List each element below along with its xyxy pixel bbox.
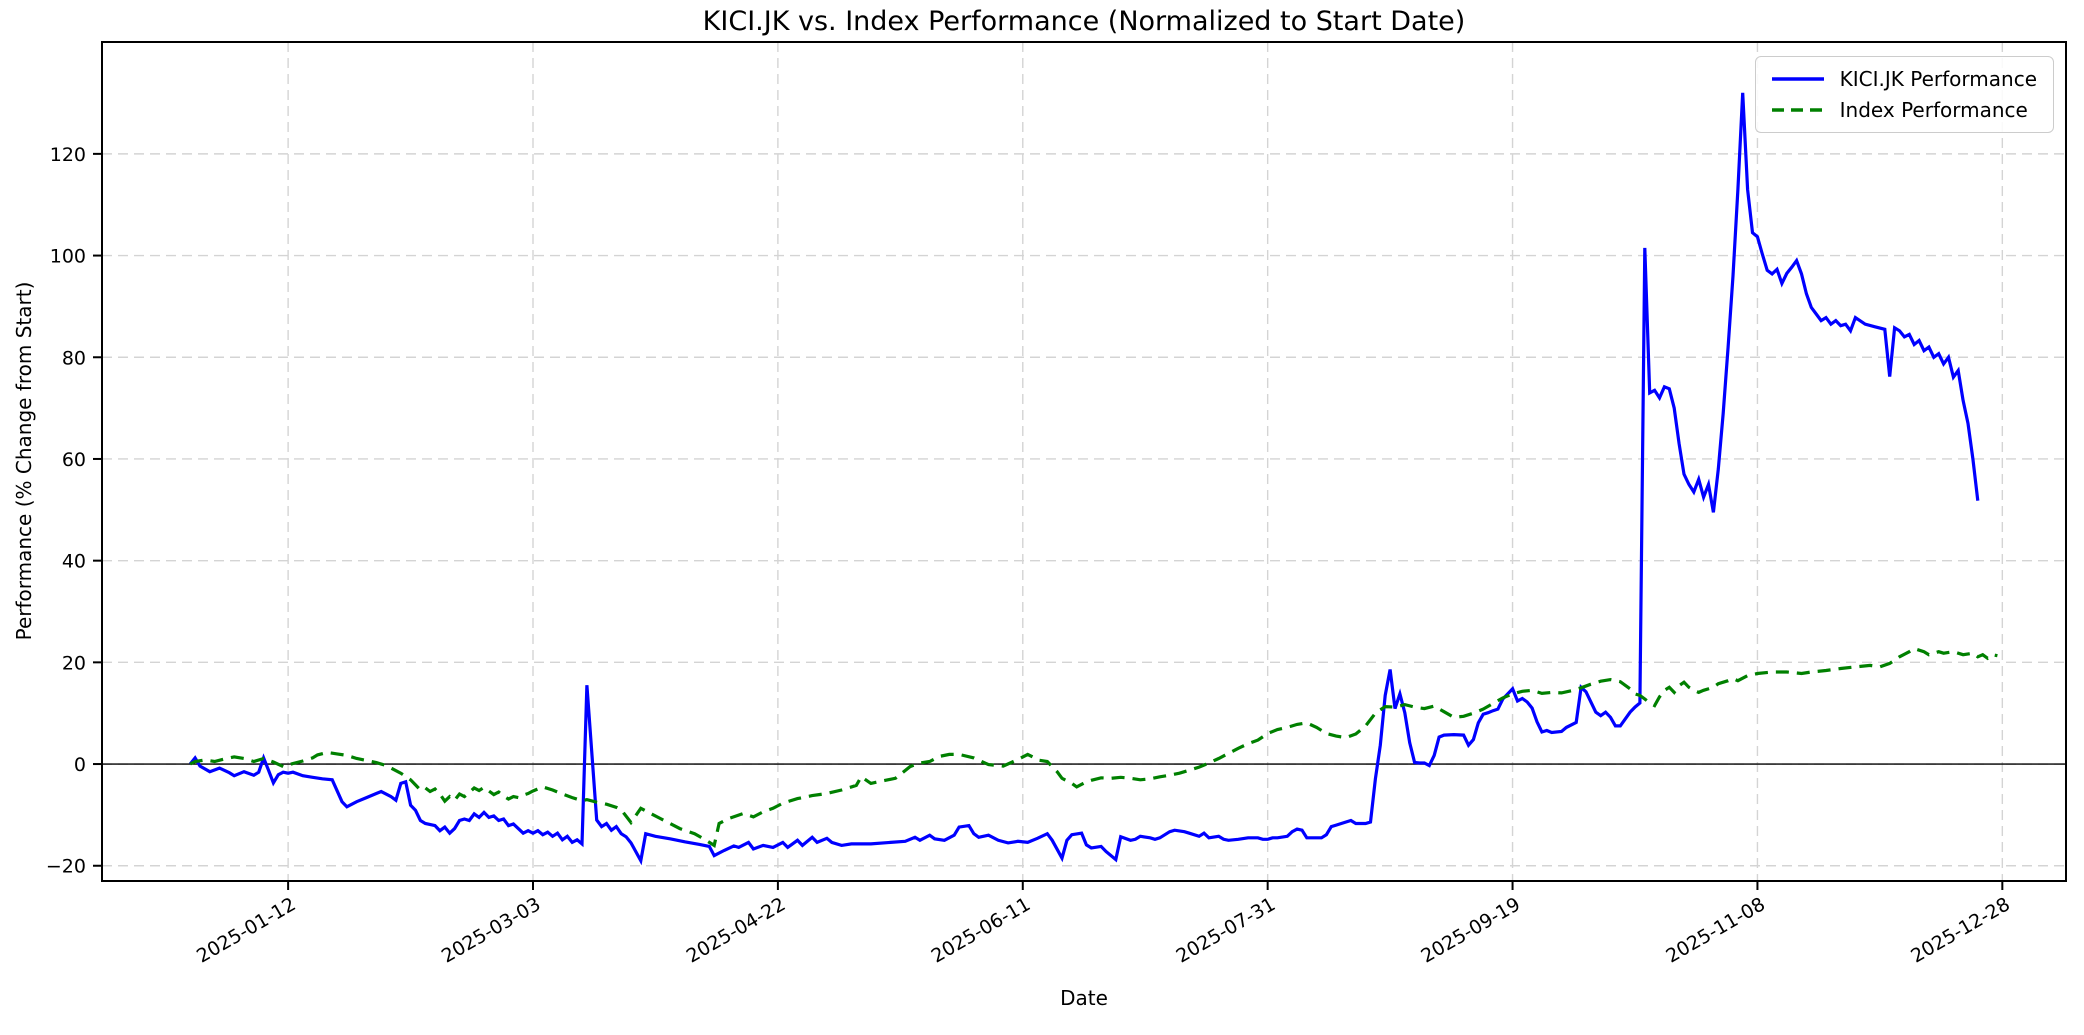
y-tick-label: −20 (46, 856, 86, 878)
legend-line-dashed-icon (1771, 108, 1824, 112)
y-tick-label: 80 (62, 347, 86, 369)
x-tick-label: 2025-01-12 (193, 893, 300, 967)
x-tick-label: 2025-06-11 (928, 893, 1035, 967)
legend-item-index: Index Performance (1770, 99, 2037, 121)
x-tick-label: 2025-09-19 (1417, 893, 1524, 967)
y-tick-label: 40 (62, 551, 86, 573)
legend-label-kici: KICI.JK Performance (1839, 67, 2037, 91)
legend-item-kici: KICI.JK Performance (1770, 68, 2037, 90)
x-tick-label: 2025-11-08 (1662, 893, 1769, 967)
y-tick-label: 100 (50, 246, 86, 268)
y-tick-label: 120 (50, 144, 86, 166)
series-line-1 (189, 646, 1998, 848)
legend-label-index: Index Performance (1839, 98, 2028, 122)
axes-border (101, 41, 2067, 882)
x-tick-label: 2025-12-28 (1907, 893, 2014, 967)
x-tick-label: 2025-07-31 (1173, 893, 1280, 967)
y-axis-label: Performance (% Change from Start) (12, 281, 36, 641)
y-tick-label: 0 (74, 754, 86, 776)
x-tick-label: 2025-04-22 (683, 893, 790, 967)
series-line-0 (188, 92, 1980, 866)
y-tick-label: 60 (62, 449, 86, 471)
legend-line-solid-icon (1771, 77, 1824, 81)
legend: KICI.JK Performance Index Performance (1754, 56, 2054, 133)
x-tick-label: 2025-03-03 (438, 893, 545, 967)
x-axis-label: Date (1060, 986, 1108, 1010)
chart-title: KICI.JK vs. Index Performance (Normalize… (702, 6, 1466, 37)
y-tick-label: 20 (62, 652, 86, 674)
